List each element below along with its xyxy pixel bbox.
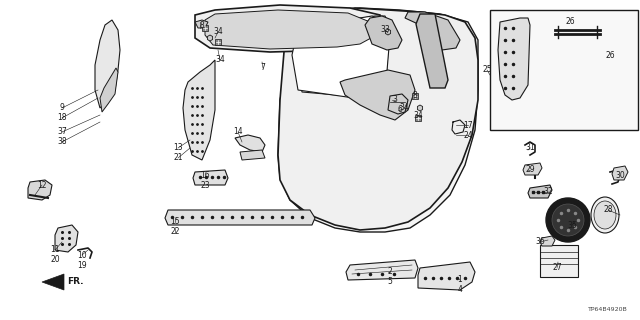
Text: 35: 35 <box>567 220 577 229</box>
Polygon shape <box>296 16 390 98</box>
Polygon shape <box>292 16 390 100</box>
Text: 17: 17 <box>463 121 473 130</box>
Text: 26: 26 <box>565 18 575 27</box>
Polygon shape <box>165 210 315 225</box>
Polygon shape <box>365 16 402 50</box>
Polygon shape <box>612 166 628 180</box>
Text: 34: 34 <box>213 28 223 36</box>
Bar <box>540 245 578 277</box>
Polygon shape <box>240 150 265 160</box>
Bar <box>490 10 638 130</box>
Text: 26: 26 <box>605 51 615 60</box>
Polygon shape <box>340 70 415 120</box>
Text: 8: 8 <box>413 91 417 100</box>
Ellipse shape <box>594 201 616 229</box>
Text: TP64B4920B: TP64B4920B <box>588 307 628 312</box>
Text: 5: 5 <box>388 277 392 286</box>
Text: 23: 23 <box>200 180 210 189</box>
Polygon shape <box>183 60 215 160</box>
Polygon shape <box>540 236 555 246</box>
Polygon shape <box>28 180 52 200</box>
Polygon shape <box>195 20 208 28</box>
Text: 7: 7 <box>260 63 266 73</box>
Text: 6: 6 <box>397 106 403 115</box>
Text: 34: 34 <box>413 110 423 119</box>
Text: 28: 28 <box>604 205 612 214</box>
Text: 16: 16 <box>200 171 210 180</box>
Text: 32: 32 <box>543 188 553 196</box>
Text: 36: 36 <box>535 237 545 246</box>
Polygon shape <box>42 274 64 290</box>
Text: 20: 20 <box>50 255 60 265</box>
Polygon shape <box>100 68 118 112</box>
Text: 13: 13 <box>173 143 183 153</box>
Polygon shape <box>278 8 478 232</box>
Text: 8: 8 <box>200 20 204 29</box>
Polygon shape <box>385 29 390 35</box>
Text: 24: 24 <box>463 131 473 140</box>
Polygon shape <box>193 170 228 185</box>
Polygon shape <box>388 94 408 114</box>
Text: 25: 25 <box>482 66 492 75</box>
Polygon shape <box>195 5 382 52</box>
Text: 29: 29 <box>525 165 535 174</box>
Text: FR.: FR. <box>67 277 83 286</box>
Text: 38: 38 <box>57 138 67 147</box>
Polygon shape <box>498 18 530 100</box>
Text: 30: 30 <box>615 171 625 180</box>
Polygon shape <box>418 262 475 290</box>
Polygon shape <box>205 10 371 49</box>
Polygon shape <box>278 8 478 230</box>
Polygon shape <box>528 185 552 198</box>
Text: 4: 4 <box>458 285 463 294</box>
Text: 12: 12 <box>37 180 47 189</box>
Text: 34: 34 <box>399 103 409 113</box>
Polygon shape <box>235 135 265 152</box>
Text: 11: 11 <box>51 245 60 254</box>
Polygon shape <box>95 20 120 108</box>
Text: 33: 33 <box>380 26 390 35</box>
Text: 1: 1 <box>458 276 462 284</box>
Text: 2: 2 <box>388 268 392 276</box>
Text: 21: 21 <box>173 154 183 163</box>
Text: 10: 10 <box>77 251 87 260</box>
Circle shape <box>552 204 584 236</box>
Polygon shape <box>55 225 78 252</box>
Polygon shape <box>417 105 422 111</box>
Polygon shape <box>405 12 460 50</box>
Polygon shape <box>416 14 448 88</box>
Text: 31: 31 <box>525 143 535 153</box>
Text: 14: 14 <box>233 127 243 137</box>
Text: 18: 18 <box>57 114 67 123</box>
Polygon shape <box>523 163 542 175</box>
Text: 3: 3 <box>392 95 397 105</box>
Text: 15: 15 <box>170 218 180 227</box>
Text: 9: 9 <box>60 103 65 113</box>
Polygon shape <box>346 260 418 280</box>
Text: 37: 37 <box>57 127 67 137</box>
Polygon shape <box>207 35 212 41</box>
Text: 27: 27 <box>552 263 562 273</box>
Text: 34: 34 <box>215 55 225 65</box>
Text: 22: 22 <box>170 228 180 236</box>
Circle shape <box>546 198 590 242</box>
Text: 19: 19 <box>77 260 87 269</box>
Ellipse shape <box>591 197 619 233</box>
